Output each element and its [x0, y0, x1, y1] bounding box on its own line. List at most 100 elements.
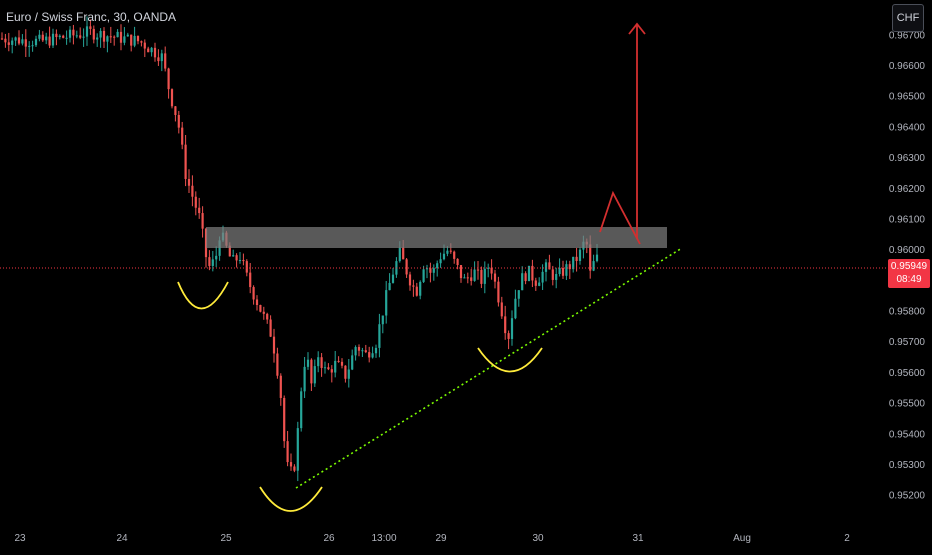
- candle-body: [28, 45, 31, 47]
- candle-body: [170, 89, 174, 107]
- price-tick-label: 0.96200: [889, 184, 926, 195]
- candle-body: [293, 466, 296, 471]
- candle-body: [269, 319, 272, 337]
- candle-body: [381, 315, 384, 325]
- currency-button[interactable]: CHF: [892, 4, 924, 32]
- candle-body: [262, 311, 265, 314]
- candle-body: [497, 281, 500, 303]
- candle-body: [449, 250, 452, 252]
- candle-body: [504, 316, 507, 334]
- candle-body: [17, 37, 21, 44]
- candle-body: [510, 318, 514, 339]
- candle-body: [405, 259, 408, 275]
- candle-body: [368, 352, 371, 358]
- candle-body: [415, 286, 418, 296]
- candle-body: [589, 244, 592, 271]
- candle-body: [58, 35, 61, 38]
- candle-body: [541, 271, 544, 283]
- candle-body: [143, 42, 146, 49]
- candle-body: [153, 47, 157, 58]
- price-tick-label: 0.96500: [889, 92, 926, 103]
- candle-body: [276, 353, 279, 376]
- candle-body: [181, 127, 184, 145]
- right-shoulder-arc: [477, 347, 543, 373]
- time-tick-label: 31: [632, 533, 644, 544]
- candle-body: [123, 36, 126, 43]
- candle-body: [456, 258, 459, 266]
- candle-body: [463, 277, 466, 279]
- candle-body: [228, 245, 231, 257]
- candle-body: [531, 265, 534, 281]
- candle-body: [259, 305, 262, 312]
- candle-body: [150, 47, 153, 53]
- candle-body: [453, 251, 456, 259]
- candle-body: [357, 347, 361, 351]
- price-tick-label: 0.95700: [889, 337, 926, 348]
- time-tick-label: Aug: [733, 533, 751, 544]
- candle-body: [459, 265, 463, 279]
- candle-body: [398, 247, 401, 262]
- time-tick-label: 26: [323, 533, 335, 544]
- price-axis[interactable]: 0.96700 0.96600 0.96500 0.96400 0.96300 0.962…: [889, 30, 926, 501]
- candle-body: [402, 247, 405, 260]
- candle-body: [208, 257, 211, 266]
- candle-body: [24, 39, 27, 47]
- candle-body: [555, 274, 558, 280]
- candle-body: [147, 48, 150, 53]
- candle-body: [14, 37, 17, 41]
- candle-body: [354, 347, 357, 356]
- candle-body: [96, 37, 99, 40]
- candle-body: [38, 34, 41, 39]
- candle-body: [34, 38, 38, 46]
- time-tick-label: 30: [532, 533, 544, 544]
- price-tick-label: 0.96100: [889, 214, 926, 225]
- candle-body: [391, 274, 395, 283]
- time-axis[interactable]: 23 24 25 26 13:00 29 30 31 Aug 2: [14, 533, 850, 544]
- candle-body: [347, 369, 350, 379]
- candle-body: [48, 36, 51, 46]
- bar-countdown: 08:49: [896, 274, 922, 285]
- candle-body: [500, 302, 503, 317]
- candle-body: [337, 360, 340, 362]
- time-tick-label: 2: [844, 533, 850, 544]
- candle-body: [255, 299, 259, 306]
- candle-body: [595, 254, 599, 262]
- candle-body: [313, 366, 316, 384]
- candle-body: [218, 240, 221, 256]
- last-price-badge: 0.95949 08:49: [888, 259, 930, 288]
- candle-body: [177, 114, 180, 128]
- candle-body: [7, 42, 10, 45]
- candle-body: [21, 39, 24, 44]
- candle-body: [565, 264, 568, 276]
- candle-body: [578, 249, 582, 262]
- candle-body: [283, 397, 286, 442]
- symbol-title: Euro / Swiss Franc, 30, OANDA: [6, 10, 177, 24]
- time-tick-label: 13:00: [371, 533, 396, 544]
- candle-body: [300, 391, 303, 429]
- resistance-zone: [206, 227, 667, 248]
- candle-body: [534, 280, 537, 286]
- candle-body: [126, 34, 129, 37]
- candle-body: [507, 333, 510, 339]
- candle-body: [167, 68, 170, 90]
- candle-body: [72, 29, 75, 36]
- candle-body: [378, 324, 381, 348]
- candle-body: [306, 359, 310, 367]
- candle-body: [422, 269, 425, 282]
- price-tick-label: 0.96000: [889, 245, 926, 256]
- candle-body: [568, 264, 571, 270]
- time-tick-label: 23: [14, 533, 26, 544]
- candle-body: [317, 357, 320, 367]
- candle-body: [371, 353, 374, 358]
- candle-body: [157, 57, 160, 62]
- candle-body: [211, 259, 214, 266]
- candle-body: [487, 267, 490, 269]
- candle-body: [344, 365, 347, 379]
- candle-body: [102, 30, 106, 42]
- candle-body: [55, 33, 58, 38]
- candle-body: [119, 31, 123, 43]
- candle-body: [31, 45, 34, 47]
- candle-body: [544, 262, 548, 272]
